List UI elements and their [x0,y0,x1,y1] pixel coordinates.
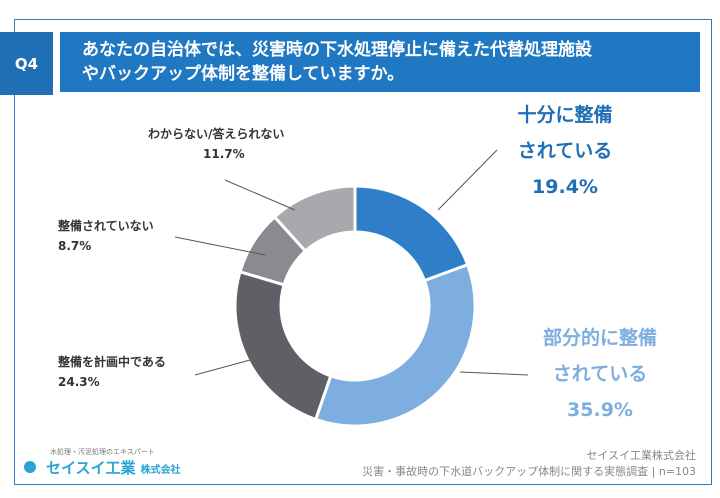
leader-line [437,149,498,211]
title-line2: やバックアップ体制を整備していますか。 [82,64,405,84]
question-number: Q4 [0,32,53,95]
label-partial: 部分的に整備 されている 35.9% [542,327,657,421]
question-title: あなたの自治体では、災害時の下水処理停止に備えた代替処理施設 やバックアップ体制を… [60,32,700,92]
footer-source: セイスイ工業株式会社 災害・事故時の下水道バックアップ体制に関する実態調査 | n… [362,449,696,478]
label-unknown: わからない/答えられない 11.7% [148,127,285,161]
leader-line [459,371,529,376]
slice-partial [313,262,477,428]
leader-line [174,236,266,256]
slice-planning [233,269,333,422]
leader-line [194,359,251,376]
label-sufficient: 十分に整備 されている 19.4% [517,104,613,198]
slice-not-prepared [238,214,308,287]
leader-line [224,179,296,211]
label-planning: 整備を計画中である 24.3% [58,355,166,389]
frame [14,19,712,485]
title-line1: あなたの自治体では、災害時の下水処理停止に備えた代替処理施設 [82,40,592,60]
company-logo: 水処理・汚泥処理のエキスパート セイスイ工業 株式会社 [24,447,181,478]
slice-sufficient [353,184,470,283]
label-not-prepared: 整備されていない 8.7% [58,219,154,253]
